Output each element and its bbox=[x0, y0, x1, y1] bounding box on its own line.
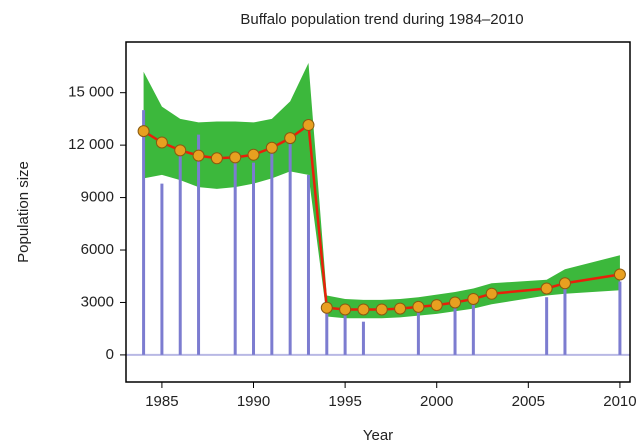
point bbox=[192, 149, 205, 162]
y-axis-label: Population size bbox=[15, 161, 32, 263]
point bbox=[210, 152, 223, 165]
point bbox=[467, 292, 480, 305]
x-tick-label: 1990 bbox=[237, 393, 270, 410]
point bbox=[155, 136, 168, 149]
point bbox=[229, 151, 242, 164]
y-tick-label: 0 bbox=[106, 346, 114, 363]
plot-frame bbox=[125, 41, 631, 383]
chart-title: Buffalo population trend during 1984–201… bbox=[240, 11, 523, 28]
y-tick-label: 6000 bbox=[81, 241, 114, 258]
y-tick-label: 9000 bbox=[81, 189, 114, 206]
point bbox=[284, 132, 297, 145]
point bbox=[613, 268, 626, 281]
point bbox=[137, 125, 150, 138]
y-tick-label: 12 000 bbox=[68, 136, 114, 153]
point bbox=[394, 302, 407, 315]
x-axis-label: Year bbox=[363, 427, 393, 444]
point bbox=[357, 303, 370, 316]
point bbox=[558, 277, 571, 290]
x-tick-label: 1985 bbox=[145, 393, 178, 410]
point bbox=[265, 141, 278, 154]
point bbox=[339, 303, 352, 316]
point bbox=[430, 299, 443, 312]
x-tick-label: 2000 bbox=[420, 393, 453, 410]
point bbox=[247, 148, 260, 161]
x-tick-label: 2010 bbox=[603, 393, 636, 410]
point bbox=[540, 282, 553, 295]
point bbox=[412, 300, 425, 313]
point bbox=[320, 301, 333, 314]
point bbox=[485, 287, 498, 300]
y-tick-label: 3000 bbox=[81, 293, 114, 310]
point bbox=[449, 296, 462, 309]
confidence-band bbox=[143, 62, 620, 319]
x-tick-label: 2005 bbox=[512, 393, 545, 410]
x-tick-label: 1995 bbox=[328, 393, 361, 410]
y-tick-label: 15 000 bbox=[68, 84, 114, 101]
point bbox=[302, 119, 315, 132]
point bbox=[174, 144, 187, 157]
point bbox=[375, 303, 388, 316]
